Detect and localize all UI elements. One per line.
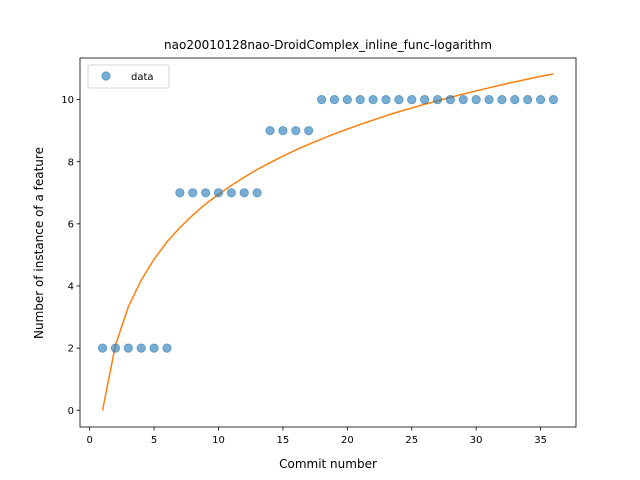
y-axis-label: Number of instance of a feature	[32, 147, 46, 339]
x-tick-label: 20	[341, 435, 354, 446]
y-tick-label: 4	[68, 282, 74, 293]
data-point	[355, 95, 365, 105]
data-point	[252, 188, 262, 198]
data-point	[394, 95, 404, 105]
data-point	[329, 95, 340, 105]
y-tick-label: 0	[68, 406, 74, 417]
data-point	[471, 95, 481, 105]
data-point	[239, 188, 249, 198]
data-point	[484, 95, 494, 105]
legend-marker	[101, 71, 111, 81]
x-tick-label: 15	[277, 435, 290, 446]
x-tick-label: 25	[405, 435, 418, 446]
data-point	[407, 95, 417, 105]
axes-frame	[79, 57, 577, 428]
data-point	[510, 95, 520, 105]
data-point	[162, 343, 172, 353]
data-point	[291, 126, 301, 136]
x-tick-label: 35	[534, 435, 547, 446]
data-point	[136, 343, 146, 353]
data-point	[548, 95, 559, 105]
axes-background	[80, 58, 576, 427]
data-point	[497, 95, 507, 105]
data-point	[535, 95, 546, 105]
data-point	[188, 188, 198, 198]
data-point	[304, 126, 314, 136]
data-point	[420, 95, 430, 105]
data-point	[110, 343, 121, 353]
data-point	[123, 343, 133, 353]
data-point	[149, 343, 159, 353]
data-point	[175, 188, 185, 198]
plot-layer: 0 5 10 15 20 25 30 35 0 2 4 6 8 10 data	[61, 57, 577, 446]
legend-box	[87, 64, 170, 89]
data-point	[445, 95, 455, 105]
y-tick-label: 6	[68, 219, 74, 230]
data-point	[97, 343, 108, 353]
data-point	[342, 95, 352, 105]
x-tick-label: 5	[151, 435, 157, 446]
fit-line	[101, 73, 554, 411]
data-point	[201, 188, 211, 198]
y-tick-label: 8	[68, 157, 74, 168]
data-point	[458, 95, 468, 105]
legend: data	[87, 64, 170, 89]
data-point	[523, 95, 533, 105]
y-tick-label: 2	[68, 344, 74, 355]
data-point	[316, 95, 327, 105]
data-point	[265, 126, 275, 136]
data-point	[381, 95, 391, 105]
y-tick-label: 10	[61, 95, 74, 106]
data-point	[226, 188, 236, 198]
x-tick-label: 30	[470, 435, 483, 446]
x-tick-label: 0	[86, 435, 92, 446]
data-point	[368, 95, 378, 105]
chart-title: nao20010128nao-DroidComplex_inline_func-…	[164, 38, 492, 52]
data-point	[213, 188, 224, 198]
data-point	[432, 95, 443, 105]
data-point	[278, 126, 288, 136]
legend-label: data	[131, 72, 154, 83]
x-tick-label: 10	[212, 435, 225, 446]
x-axis-label: Commit number	[279, 457, 377, 471]
